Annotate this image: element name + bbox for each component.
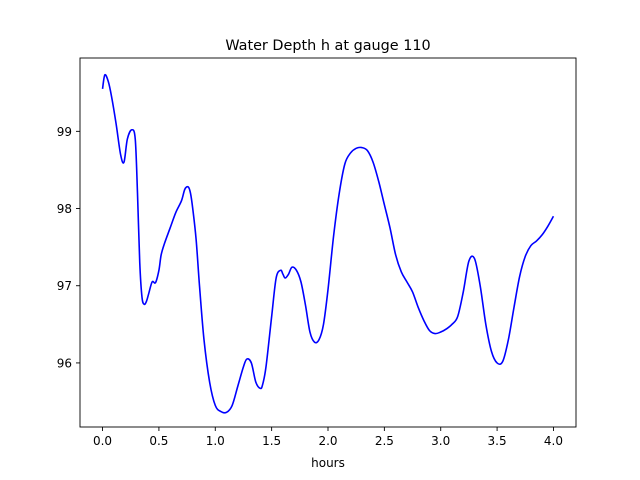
x-tick-label: 2.5 bbox=[375, 434, 394, 448]
plot-area bbox=[80, 58, 576, 427]
x-axis-label: hours bbox=[311, 456, 345, 470]
x-tick-label: 1.5 bbox=[262, 434, 281, 448]
series-line bbox=[101, 73, 555, 414]
series-lines bbox=[101, 73, 555, 414]
x-tick-label: 0.0 bbox=[93, 434, 112, 448]
x-tick-label: 1.0 bbox=[206, 434, 225, 448]
x-tick-label: 2.0 bbox=[318, 434, 337, 448]
x-tick-label: 3.0 bbox=[431, 434, 450, 448]
x-tick-label: 0.5 bbox=[149, 434, 168, 448]
y-axis: 96 97 98 99 bbox=[57, 125, 80, 370]
x-axis: 0.0 0.5 1.0 1.5 2.0 2.5 3.0 3.5 4.0 bbox=[93, 427, 563, 448]
chart-title: Water Depth h at gauge 110 bbox=[225, 38, 430, 54]
y-tick-label: 97 bbox=[57, 279, 72, 293]
y-tick-label: 98 bbox=[57, 202, 72, 216]
y-tick-label: 96 bbox=[57, 356, 72, 370]
y-tick-label: 99 bbox=[57, 125, 72, 139]
x-tick-label: 3.5 bbox=[488, 434, 507, 448]
x-tick-label: 4.0 bbox=[544, 434, 563, 448]
